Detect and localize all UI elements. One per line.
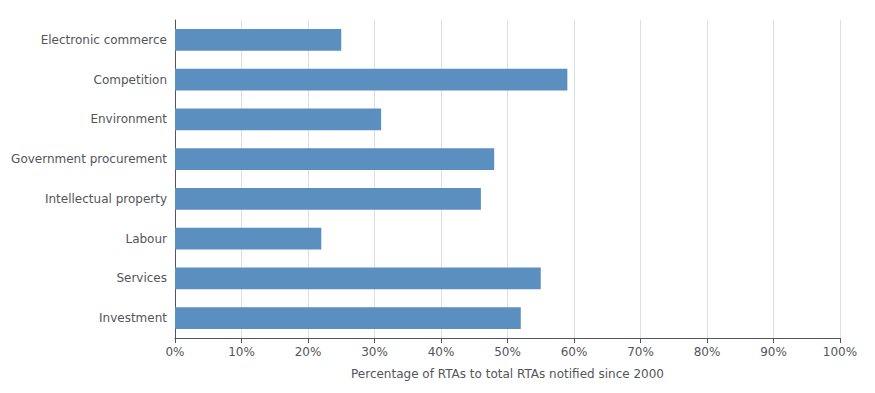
svg-text:Environment: Environment — [90, 112, 167, 126]
svg-text:Percentage of RTAs to total RT: Percentage of RTAs to total RTAs notifie… — [351, 367, 664, 381]
svg-text:Competition: Competition — [94, 73, 167, 87]
svg-text:10%: 10% — [228, 345, 255, 359]
svg-text:Investment: Investment — [99, 311, 167, 325]
svg-text:20%: 20% — [295, 345, 322, 359]
svg-text:0%: 0% — [165, 345, 184, 359]
svg-text:50%: 50% — [494, 345, 521, 359]
svg-text:30%: 30% — [361, 345, 388, 359]
svg-text:70%: 70% — [627, 345, 654, 359]
svg-text:Electronic commerce: Electronic commerce — [41, 33, 167, 47]
svg-text:60%: 60% — [561, 345, 588, 359]
svg-text:Government procurement: Government procurement — [11, 152, 167, 166]
svg-text:80%: 80% — [694, 345, 721, 359]
svg-text:90%: 90% — [760, 345, 787, 359]
svg-text:Intellectual property: Intellectual property — [45, 192, 167, 206]
svg-text:40%: 40% — [428, 345, 455, 359]
svg-text:Services: Services — [116, 271, 167, 285]
svg-text:100%: 100% — [823, 345, 857, 359]
svg-text:Labour: Labour — [125, 232, 167, 246]
